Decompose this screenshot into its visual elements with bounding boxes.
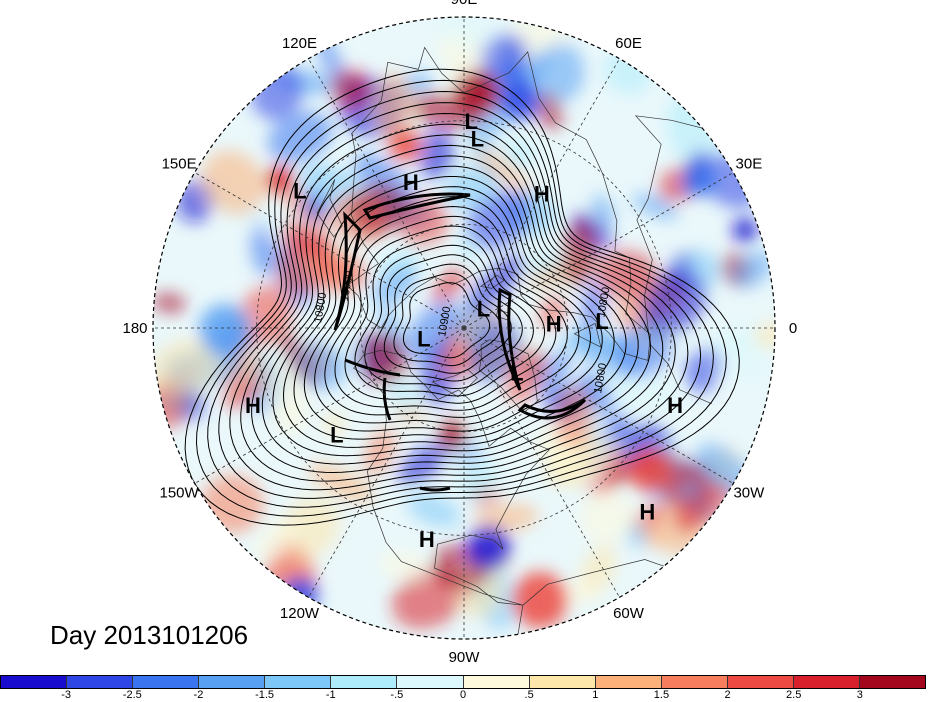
contour-labels: 10900 10800 10800 10800 10900: [312, 270, 612, 394]
longitude-label: 60E: [615, 35, 642, 52]
longitude-label: 30W: [733, 485, 765, 502]
low-pressure-marker: L: [464, 109, 477, 134]
anomaly-field: [153, 17, 775, 630]
colorbar-swatch: [661, 676, 728, 688]
longitude-label: 90W: [449, 649, 481, 666]
high-pressure-marker: H: [546, 311, 562, 336]
colorbar-swatch: [793, 676, 861, 688]
colorbar-swatch: [133, 676, 200, 688]
low-pressure-marker: L: [595, 309, 608, 334]
colorbar-swatch: [331, 676, 398, 688]
contour-label: 10900: [339, 270, 356, 302]
longitude-label: 180: [122, 320, 147, 337]
contour-label: 10800: [312, 292, 329, 324]
high-pressure-marker: H: [534, 181, 550, 206]
colorbar-tick-label: -1: [325, 689, 336, 701]
colorbar-tick-label: -.5: [390, 689, 404, 701]
colorbar-tick-label: -1.5: [255, 689, 275, 701]
low-pressure-marker: L: [510, 360, 523, 385]
longitude-label: 150W: [160, 485, 200, 502]
high-pressure-marker: H: [639, 499, 655, 524]
colorbar-tick-label: 2: [724, 689, 731, 701]
colorbar-tick-label: 0: [459, 689, 467, 701]
contour-label: 10800: [592, 362, 609, 394]
colorbar-tick-label: -3: [61, 689, 72, 701]
longitude-label: 0: [789, 320, 797, 337]
longitude-label: 90E: [451, 0, 478, 8]
low-pressure-marker: L: [417, 327, 430, 352]
contour-label: 10800: [595, 286, 612, 318]
colorbar: [0, 675, 926, 689]
colorbar-swatch: [463, 676, 530, 688]
colorbar-swatch: [529, 676, 596, 688]
low-pressure-marker: L: [330, 423, 343, 448]
graticule: [153, 17, 775, 639]
colorbar-swatch: [397, 676, 464, 688]
page-title: Day 2013101206: [50, 620, 249, 650]
colorbar-tick-label: 2.5: [786, 689, 802, 701]
colorbar-swatch: [265, 676, 332, 688]
contour-label: 10900: [436, 305, 453, 337]
colorbar-tick-label: 1: [592, 689, 599, 701]
colorbar-tick-label: .5: [524, 689, 534, 701]
colorbar-tick-label: 3: [856, 689, 863, 701]
longitude-label: 30E: [736, 156, 763, 173]
low-pressure-marker: L: [293, 178, 306, 203]
colorbar-swatch: [727, 676, 794, 688]
colorbar-swatch: [1, 676, 68, 688]
longitude-label: 60W: [613, 605, 645, 622]
colorbar-swatch: [595, 676, 662, 688]
high-pressure-marker: H: [667, 393, 683, 418]
map-boundary: [152, 16, 776, 640]
jet-contours: [333, 192, 587, 492]
colorbar-swatch: [199, 676, 266, 688]
longitude-label: 150E: [162, 156, 197, 173]
longitude-label: 120W: [280, 605, 320, 622]
high-pressure-marker: H: [403, 170, 419, 195]
low-pressure-marker: L: [471, 126, 484, 151]
colorbar-swatch: [67, 676, 134, 688]
longitude-labels: 90E 60E 30E 0 30W 60W 90W 120W 150W 180 150E 120E: [122, 0, 797, 666]
longitude-label: 120E: [282, 35, 317, 52]
low-pressure-marker: L: [477, 297, 490, 322]
height-contours: [184, 68, 740, 526]
colorbar-tick-label: 1.5: [653, 689, 670, 701]
high-pressure-marker: H: [419, 527, 435, 552]
high-pressure-marker: H: [245, 393, 261, 418]
colorbar-swatch: [860, 676, 926, 688]
colorbar-tick-label: -2.5: [122, 689, 142, 701]
colorbar-tick-label: -2: [193, 689, 204, 701]
